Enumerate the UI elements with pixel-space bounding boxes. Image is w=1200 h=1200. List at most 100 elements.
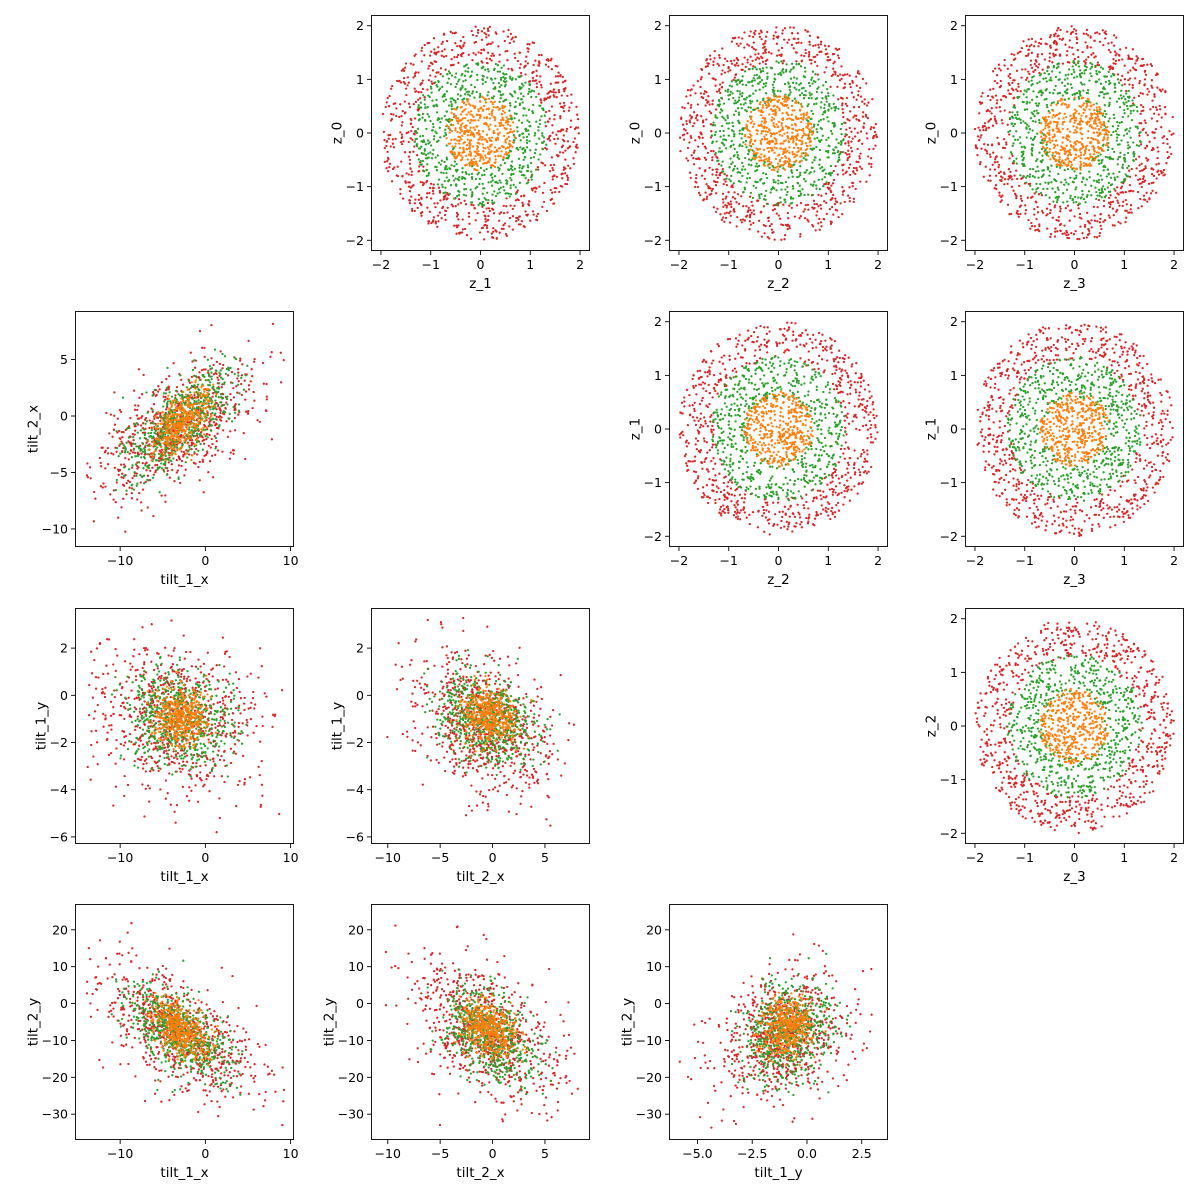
- scatter-point: [434, 81, 437, 84]
- scatter-point: [467, 212, 471, 215]
- scatter-point: [995, 74, 999, 77]
- scatter-point: [825, 138, 828, 142]
- scatter-point: [567, 164, 570, 167]
- scatter-point: [1139, 64, 1142, 67]
- scatter-point: [1012, 189, 1015, 192]
- scatter-point: [1156, 170, 1159, 174]
- scatter-point: [1075, 186, 1078, 189]
- scatter-point: [502, 75, 505, 79]
- scatter-point: [1043, 71, 1046, 75]
- scatter-point: [996, 160, 999, 164]
- scatter-point: [1089, 72, 1092, 75]
- scatter-point: [469, 154, 472, 157]
- scatter-point: [711, 158, 714, 162]
- scatter-point: [767, 128, 771, 131]
- scatter-point: [1116, 199, 1119, 202]
- scatter-point: [492, 68, 496, 72]
- scatter-point: [561, 177, 564, 180]
- scatter-point: [1049, 76, 1052, 79]
- scatter-point: [1072, 61, 1075, 64]
- scatter-point: [475, 145, 479, 148]
- scatter-point: [555, 175, 559, 178]
- scatter-point: [1020, 199, 1024, 203]
- scatter-point: [523, 66, 526, 69]
- scatter-point: [722, 117, 725, 120]
- scatter-point: [827, 45, 830, 48]
- scatter-point: [419, 159, 422, 163]
- scatter-point: [487, 181, 490, 184]
- scatter-point: [509, 144, 512, 147]
- scatter-point: [455, 224, 458, 227]
- scatter-point: [764, 84, 767, 88]
- series-middle-points: [710, 60, 847, 207]
- scatter-point: [526, 43, 529, 46]
- scatter-point: [1141, 177, 1145, 181]
- scatter-point: [989, 179, 992, 183]
- scatter-point: [534, 59, 537, 62]
- scatter-point: [740, 107, 743, 110]
- scatter-point: [832, 52, 836, 56]
- scatter-point: [1102, 185, 1105, 188]
- scatter-point: [427, 142, 430, 145]
- scatter-point: [792, 197, 795, 200]
- scatter-point: [1026, 76, 1029, 80]
- scatter-point: [1010, 212, 1013, 216]
- scatter-point: [815, 202, 819, 206]
- scatter-point: [783, 98, 787, 101]
- scatter-point: [831, 121, 834, 125]
- scatter-point: [1088, 79, 1091, 82]
- scatter-point: [723, 212, 726, 215]
- scatter-point: [1018, 205, 1022, 208]
- scatter-point: [454, 101, 457, 104]
- scatter-point: [483, 161, 486, 165]
- scatter-point: [751, 120, 754, 123]
- scatter-point: [788, 117, 791, 120]
- scatter-point: [419, 180, 422, 184]
- scatter-point: [738, 96, 741, 99]
- scatter-point: [469, 113, 472, 116]
- scatter-point: [1123, 108, 1126, 112]
- scatter-point: [997, 163, 1001, 167]
- scatter-point: [699, 194, 702, 197]
- scatter-point: [406, 84, 409, 87]
- scatter-point: [792, 67, 795, 70]
- scatter-point: [489, 164, 493, 167]
- scatter-point: [741, 63, 744, 66]
- scatter-point: [433, 202, 436, 205]
- scatter-point: [689, 134, 692, 138]
- scatter-point: [1097, 198, 1101, 202]
- scatter-point: [976, 153, 979, 157]
- scatter-point: [852, 96, 855, 99]
- scatter-point: [1138, 79, 1142, 83]
- scatter-point: [800, 143, 803, 146]
- scatter-point: [1042, 173, 1045, 176]
- scatter-point: [780, 163, 783, 167]
- scatter-point: [536, 165, 540, 169]
- scatter-point: [1125, 216, 1128, 219]
- scatter-point: [1048, 59, 1051, 63]
- scatter-point: [444, 209, 448, 213]
- scatter-point: [833, 109, 837, 112]
- scatter-point: [806, 124, 810, 127]
- scatter-point: [503, 161, 507, 165]
- scatter-point: [505, 192, 509, 195]
- scatter-point: [412, 63, 415, 66]
- scatter-point: [706, 100, 709, 103]
- scatter-point: [483, 169, 486, 172]
- scatter-point: [549, 82, 552, 85]
- scatter-point: [437, 220, 440, 223]
- scatter-point: [780, 238, 783, 241]
- scatter-point: [1007, 75, 1010, 78]
- scatter-point: [1160, 126, 1163, 129]
- scatter-point: [1073, 70, 1076, 74]
- scatter-point: [783, 94, 786, 98]
- scatter-point: [849, 146, 853, 150]
- scatter-point: [440, 217, 443, 220]
- scatter-point: [989, 88, 992, 91]
- scatter-point: [987, 179, 990, 182]
- scatter-point: [823, 168, 826, 171]
- scatter-point: [861, 115, 865, 118]
- scatter-point: [735, 62, 738, 65]
- scatter-point: [1081, 189, 1084, 193]
- scatter-point: [1027, 80, 1031, 83]
